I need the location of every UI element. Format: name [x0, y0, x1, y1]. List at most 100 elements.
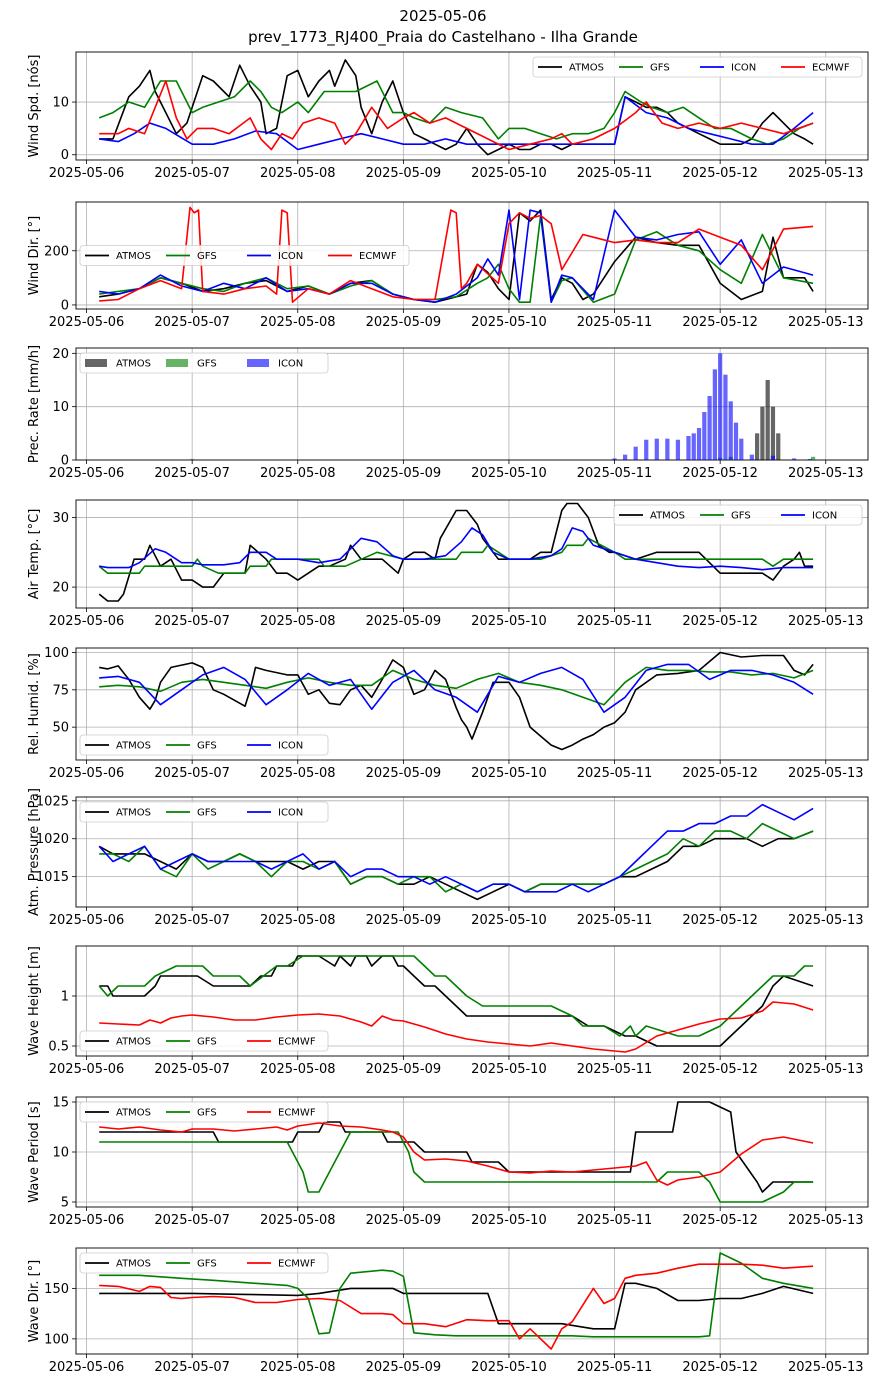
chart-panel-4: 2025-05-06 2025-05-07 2025-05-08 2025-05-09…: [27, 499, 869, 629]
chart-panel-3: 2025-05-06 2025-05-07 2025-05-08 2025-05-09…: [27, 345, 869, 481]
y-tick-label: 10: [52, 1146, 69, 1161]
plot-frame: [75, 945, 869, 1057]
bar-icon: [733, 422, 739, 460]
series-line-ecmwf: [99, 1122, 814, 1186]
legend-label-atmos: ATMOS: [116, 1108, 151, 1119]
chart-panel-1: 2025-05-06 2025-05-07 2025-05-08 2025-05-09…: [27, 51, 869, 181]
x-tick-label: 2025-05-09: [366, 166, 442, 181]
legend-label-atmos: ATMOS: [116, 1037, 151, 1048]
bar-icon: [749, 454, 754, 460]
y-axis-label: Wave Height [m]: [27, 946, 42, 1056]
y-tick-label: 20: [52, 347, 69, 362]
chart-panel-5: 2025-05-06 2025-05-07 2025-05-08 2025-05-09…: [27, 646, 869, 781]
plot-frame: [75, 51, 869, 161]
legend-label-ecmwf: ECMWF: [812, 63, 850, 74]
legend: ATMOS GFS ICON: [79, 801, 329, 823]
x-tick-label: 2025-05-12: [682, 315, 758, 330]
legend-label-gfs: GFS: [197, 1259, 217, 1270]
y-tick-label: 5: [61, 1196, 69, 1211]
y-tick-label: 10: [52, 400, 69, 415]
bar-icon: [739, 438, 744, 460]
legend-box: [79, 1101, 329, 1123]
bar-atmos: [770, 406, 776, 460]
x-tick-label: 2025-05-13: [788, 1062, 864, 1077]
bar-icon: [691, 433, 696, 460]
x-tick-label: 2025-05-10: [471, 614, 547, 629]
x-tick-label: 2025-05-13: [788, 1213, 864, 1228]
series-line-icon: [99, 663, 814, 714]
series-line-gfs: [98, 80, 814, 145]
x-tick-label: 2025-05-11: [577, 766, 653, 781]
x-tick-label: 2025-05-07: [154, 466, 230, 481]
legend-box: [532, 56, 863, 78]
bar-icon: [728, 401, 733, 460]
legend-label-gfs: GFS: [197, 251, 217, 262]
x-tick-label: 2025-05-11: [577, 913, 653, 928]
x-tick-label: 2025-05-13: [788, 315, 864, 330]
bar-icon: [623, 454, 628, 460]
series-line-ecmwf: [99, 1263, 814, 1350]
series-line-atmos: [99, 59, 814, 156]
x-tick-label: 2025-05-08: [260, 315, 336, 330]
bar-icon: [723, 374, 728, 460]
y-axis-label: Wind Dir. [°]: [27, 216, 42, 296]
y-tick-label: 1020: [36, 832, 69, 847]
x-tick-label: 2025-05-13: [788, 766, 864, 781]
series-line-icon: [99, 96, 814, 151]
y-tick-label: 75: [52, 683, 69, 698]
x-tick-label: 2025-05-07: [154, 1213, 230, 1228]
y-tick-label: 15: [52, 1096, 69, 1111]
x-tick-label: 2025-05-12: [682, 1213, 758, 1228]
x-tick-label: 2025-05-07: [154, 766, 230, 781]
bar-icon: [654, 438, 659, 460]
chart-panel-8: 2025-05-06 2025-05-07 2025-05-08 2025-05-09…: [27, 1096, 869, 1228]
x-tick-label: 2025-05-07: [154, 1360, 230, 1375]
x-tick-label: 2025-05-07: [154, 1062, 230, 1077]
legend: ATMOS GFS ECMWF: [79, 1101, 329, 1123]
chart-panel-7: 2025-05-06 2025-05-07 2025-05-08 2025-05-09…: [27, 945, 869, 1077]
legend-label-icon: ICON: [278, 808, 303, 819]
x-tick-label: 2025-05-06: [49, 315, 125, 330]
y-axis-label: Prec. Rate [mm/h]: [27, 345, 42, 463]
x-tick-label: 2025-05-06: [49, 1213, 125, 1228]
bar-icon: [633, 446, 638, 460]
legend-box: [613, 504, 863, 526]
y-axis-label: Wind Spd. [nós]: [27, 55, 42, 158]
x-tick-label: 2025-05-11: [577, 315, 653, 330]
x-tick-label: 2025-05-09: [366, 614, 442, 629]
x-tick-label: 2025-05-08: [260, 466, 336, 481]
y-tick-label: 20: [52, 581, 69, 596]
x-tick-label: 2025-05-10: [471, 166, 547, 181]
bar-icon: [707, 396, 712, 460]
bar-icon: [791, 458, 797, 460]
legend-label-atmos: ATMOS: [116, 359, 151, 370]
x-tick-label: 2025-05-08: [260, 1213, 336, 1228]
y-tick-label: 50: [52, 721, 69, 736]
legend: ATMOS GFS ICON ECMWF: [79, 245, 410, 266]
plot-frame: [75, 1247, 869, 1355]
x-tick-label: 2025-05-09: [366, 466, 442, 481]
legend: ATMOS GFS ICON: [79, 352, 329, 374]
y-tick-label: 0: [61, 454, 69, 469]
plot-frame: [75, 647, 869, 761]
bar-icon: [644, 439, 649, 460]
x-tick-label: 2025-05-08: [260, 1360, 336, 1375]
y-tick-label: 200: [44, 244, 69, 259]
y-tick-label: 10: [52, 96, 69, 111]
bar-icon: [712, 369, 717, 460]
x-tick-label: 2025-05-13: [788, 614, 864, 629]
legend-label-gfs: GFS: [731, 511, 751, 522]
x-tick-label: 2025-05-07: [154, 913, 230, 928]
plot-frame: [75, 201, 869, 310]
x-tick-label: 2025-05-12: [682, 1062, 758, 1077]
legend-label-ecmwf: ECMWF: [278, 1037, 316, 1048]
legend-label-gfs: GFS: [197, 1108, 217, 1119]
x-tick-label: 2025-05-09: [366, 913, 442, 928]
x-tick-label: 2025-05-12: [682, 614, 758, 629]
series-line-atmos: [98, 830, 814, 901]
legend: ATMOS GFS ECMWF: [79, 1030, 329, 1052]
x-tick-label: 2025-05-11: [577, 1360, 653, 1375]
x-tick-label: 2025-05-06: [49, 913, 125, 928]
x-tick-label: 2025-05-10: [471, 1213, 547, 1228]
x-tick-label: 2025-05-13: [788, 466, 864, 481]
